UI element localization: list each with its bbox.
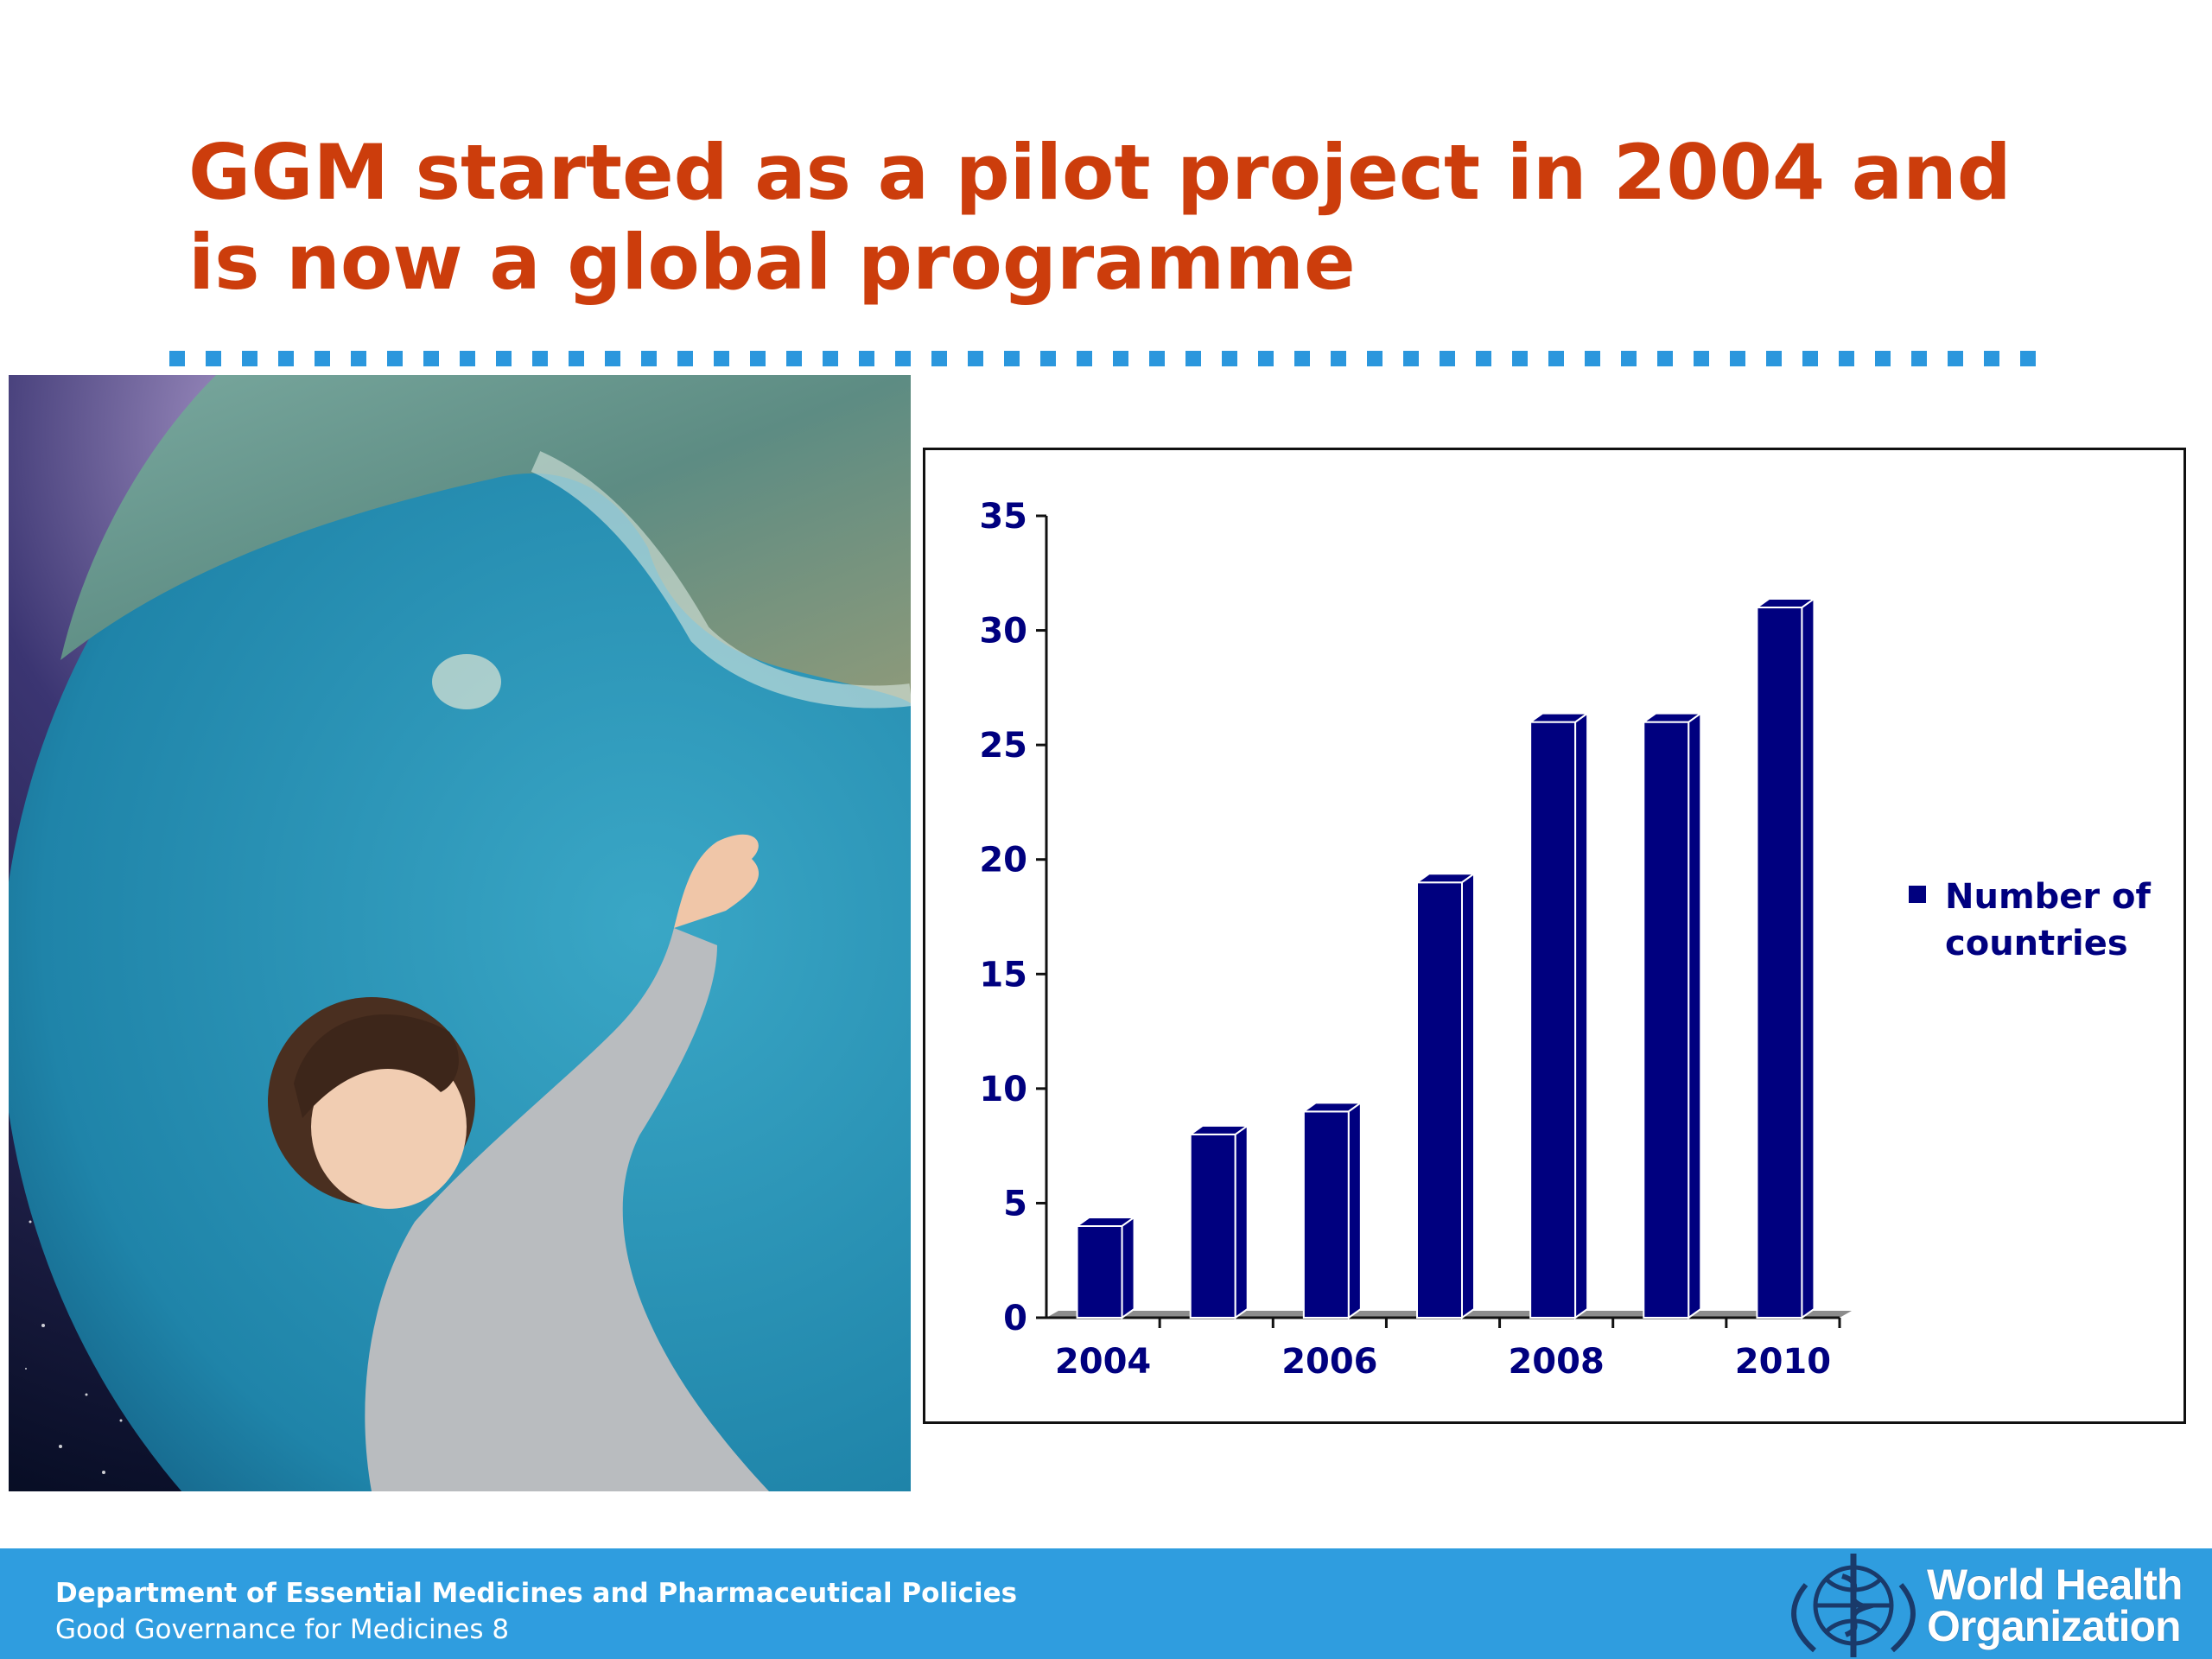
y-tick-label: 0: [1003, 1299, 1027, 1338]
child-figure: [268, 834, 769, 1491]
bar-2009: [1641, 711, 1704, 1319]
y-tick-label: 10: [979, 1070, 1027, 1109]
y-tick-label: 15: [979, 955, 1027, 995]
footer-department: Department of Essential Medicines and Ph…: [55, 1578, 1018, 1609]
bar-2005: [1187, 1123, 1250, 1319]
dotted-divider: [169, 351, 2036, 366]
bar-chart: 0 5 10 15 20 25 30 35 2004 2006 2008 2010 Number of…: [979, 497, 2152, 1382]
legend-swatch: [1909, 886, 1926, 903]
bar-front: [1756, 607, 1803, 1319]
bar-side: [1574, 711, 1589, 1319]
y-tick-label: 25: [979, 726, 1027, 766]
bar-front: [1529, 721, 1577, 1319]
who-logo-line-2: Organization: [1927, 1602, 2182, 1650]
bar-2004: [1074, 1215, 1137, 1319]
bar-side: [1234, 1123, 1249, 1319]
footer-bar: Department of Essential Medicines and Ph…: [0, 1548, 2212, 1659]
y-tick-label: 30: [979, 612, 1027, 652]
x-tick-label: 2006: [1281, 1342, 1377, 1382]
who-logo: World Health Organization: [1780, 1548, 2212, 1659]
x-tick-label: 2010: [1735, 1342, 1831, 1382]
bar-front: [1302, 1110, 1350, 1319]
bar-side: [1461, 872, 1475, 1319]
x-tick-label: 2004: [1055, 1342, 1151, 1382]
bar-front: [1643, 721, 1690, 1319]
slide-title-line-2: is now a global programme: [188, 218, 1356, 307]
bar-side: [1801, 597, 1815, 1319]
who-emblem-icon: [1791, 1554, 1916, 1657]
who-logo-line-1: World Health: [1927, 1560, 2183, 1609]
chart-frame: 0 5 10 15 20 25 30 35 2004 2006 2008 2010 Number of…: [923, 448, 2186, 1424]
bar-2008: [1528, 711, 1591, 1319]
legend-label-line: Number of: [1945, 877, 2152, 917]
globe-photo: [9, 375, 911, 1491]
who-logo-text: World Health Organization: [1927, 1560, 2183, 1650]
bar-side: [1121, 1215, 1135, 1319]
x-tick-label: 2008: [1508, 1342, 1604, 1382]
slide-title: GGM started as a pilot project in 2004 a…: [188, 128, 2012, 308]
bar-front: [1076, 1224, 1123, 1319]
bar-side: [1347, 1101, 1362, 1319]
bar-2006: [1300, 1101, 1363, 1319]
footer-subtitle: Good Governance for Medicines 8: [55, 1614, 510, 1645]
legend-label-line: countries: [1945, 924, 2128, 963]
bar-2007: [1414, 872, 1478, 1319]
slide-title-line-1: GGM started as a pilot project in 2004 a…: [188, 128, 2012, 217]
y-tick-label: 20: [979, 841, 1027, 880]
bar-front: [1189, 1133, 1236, 1319]
bar-side: [1688, 711, 1702, 1319]
bar-2010: [1754, 597, 1817, 1319]
y-tick-label: 35: [979, 497, 1027, 537]
y-tick-label: 5: [1003, 1184, 1027, 1224]
globe-illustration: [9, 375, 911, 1491]
bar-front: [1416, 881, 1463, 1319]
